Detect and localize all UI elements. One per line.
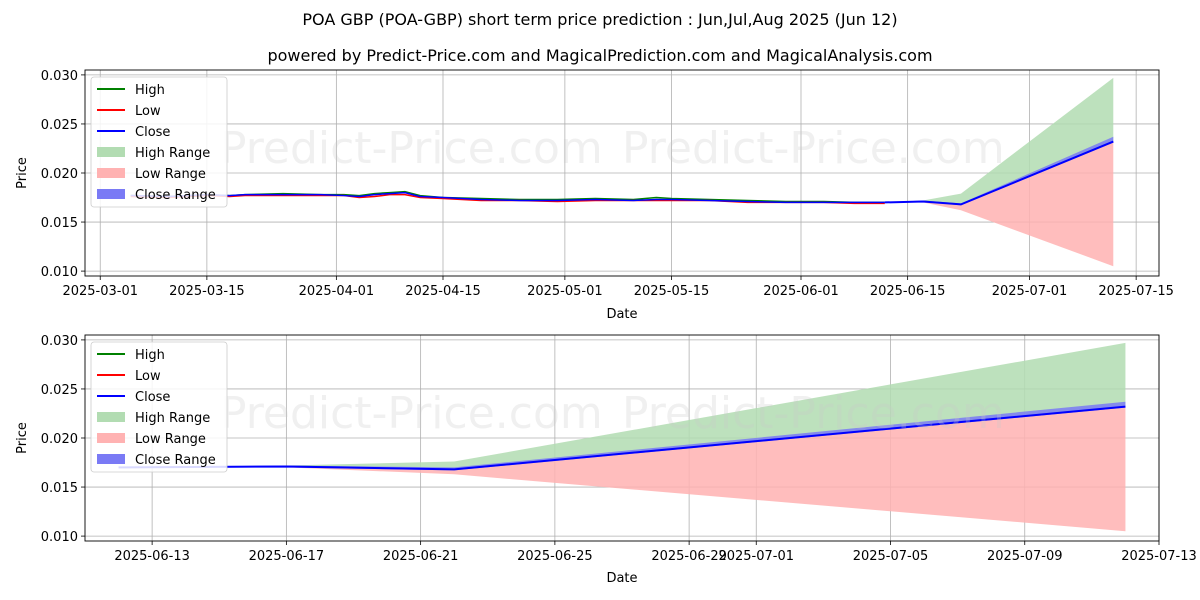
legend-label: Low Range [135, 432, 206, 447]
y-tick-label: 0.015 [41, 481, 78, 496]
legend-label: Close [135, 125, 170, 140]
x-tick-label: 2025-06-29 [651, 549, 727, 564]
x-tick-label: 2025-03-01 [62, 284, 138, 299]
legend-label: High [135, 348, 165, 363]
legend-swatch [97, 454, 125, 464]
x-tick-label: 2025-04-15 [405, 284, 481, 299]
y-tick-label: 0.010 [41, 265, 78, 280]
legend-label: High [135, 83, 165, 98]
watermark-text: Predict-Price.com [220, 388, 603, 439]
watermark-text: Predict-Price.com [622, 388, 1005, 439]
y-tick-label: 0.025 [41, 118, 78, 133]
x-tick-label: 2025-04-01 [299, 284, 375, 299]
y-axis-label: Price [15, 422, 30, 454]
x-tick-label: 2025-06-25 [517, 549, 593, 564]
plot-frame [84, 69, 1160, 277]
legend-label: Low [135, 369, 161, 384]
x-tick-label: 2025-07-15 [1098, 284, 1174, 299]
high-range-band [118, 342, 1126, 470]
watermark-text: Predict-Price.com [220, 123, 603, 174]
plot-area [130, 77, 1114, 267]
x-axis-label: Date [606, 571, 637, 586]
x-tick-label: 2025-07-09 [987, 549, 1063, 564]
x-tick-label: 2025-06-17 [249, 549, 325, 564]
low-range-band [118, 406, 1126, 532]
plot-frame [84, 334, 1160, 542]
y-tick-label: 0.010 [41, 530, 78, 545]
x-tick-label: 2025-06-01 [763, 284, 839, 299]
x-axis-label: Date [606, 307, 637, 322]
x-tick-label: 2025-06-21 [383, 549, 459, 564]
x-tick-label: 2025-06-13 [114, 549, 190, 564]
x-tick-label: 2025-07-05 [853, 549, 929, 564]
watermark-text: Predict-Price.com [622, 123, 1005, 174]
y-tick-label: 0.030 [41, 69, 78, 84]
y-tick-label: 0.030 [41, 334, 78, 349]
predicted-close-line [884, 140, 1114, 206]
legend-label: Low Range [135, 167, 206, 182]
close-line [130, 191, 885, 204]
low-range-band [884, 141, 1114, 267]
legend-swatch [97, 147, 125, 157]
x-tick-label: 2025-07-01 [718, 549, 794, 564]
legend-label: Close Range [135, 453, 216, 468]
chart-panel-1: 2025-03-01 2025-03-15 2025-04-01 2025-04-15… [15, 69, 1174, 322]
legend-swatch [97, 433, 125, 443]
legend-swatch [97, 168, 125, 178]
legend-swatch [97, 189, 125, 199]
y-axis-label: Price [15, 157, 30, 189]
legend-label: High Range [135, 146, 210, 161]
legend-label: Low [135, 104, 161, 119]
x-tick-label: 2025-06-15 [870, 284, 946, 299]
x-tick-label: 2025-07-01 [992, 284, 1068, 299]
legend-swatch [97, 412, 125, 422]
x-tick-label: 2025-05-01 [527, 284, 603, 299]
chart-panel-2: 2025-06-13 2025-06-17 2025-06-21 2025-06-25… [15, 334, 1197, 586]
legend-label: Close Range [135, 188, 216, 203]
x-tick-label: 2025-03-15 [169, 284, 245, 299]
y-tick-label: 0.015 [41, 216, 78, 231]
y-tick-label: 0.020 [41, 432, 78, 447]
x-tick-label: 2025-05-15 [634, 284, 710, 299]
y-tick-label: 0.020 [41, 167, 78, 182]
legend-label: High Range [135, 411, 210, 426]
chart-subtitle: powered by Predict-Price.com and Magical… [267, 46, 933, 65]
high-range-band [884, 77, 1114, 205]
legend-label: Close [135, 390, 170, 405]
x-tick-label: 2025-07-13 [1121, 549, 1197, 564]
chart-title: POA GBP (POA-GBP) short term price predi… [302, 10, 898, 29]
y-tick-label: 0.025 [41, 383, 78, 398]
